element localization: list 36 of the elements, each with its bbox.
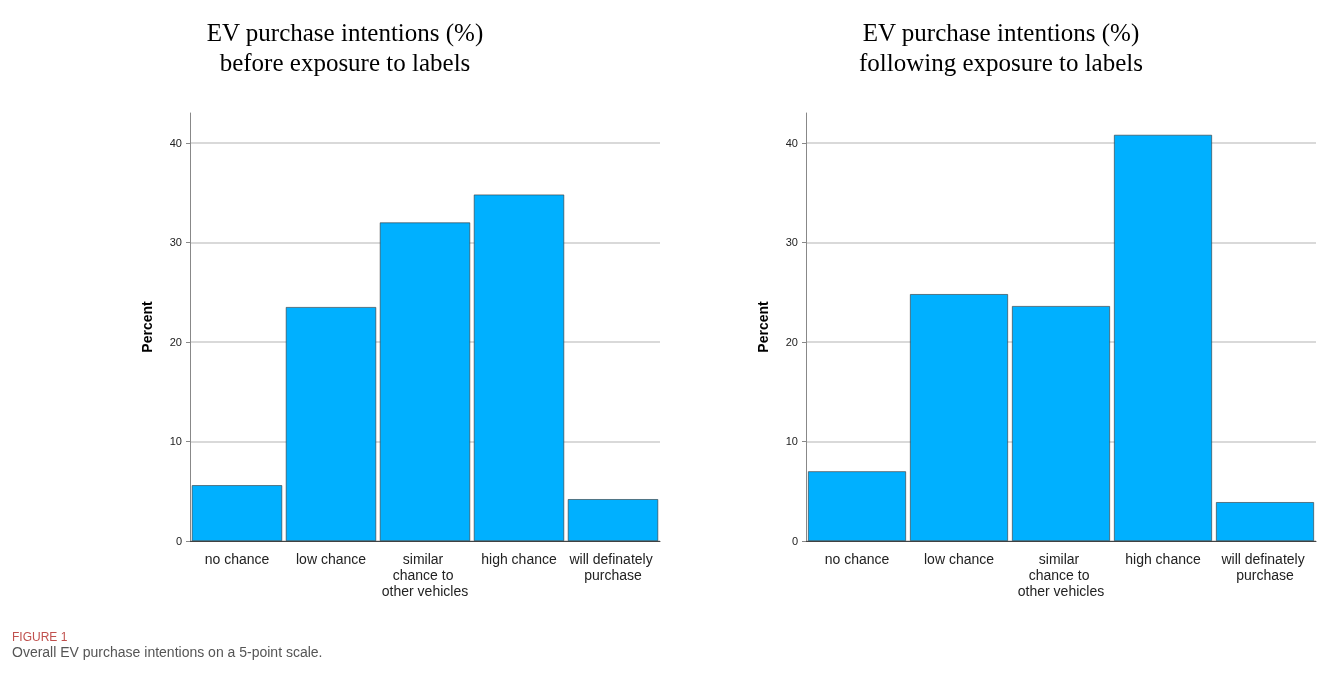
x-tick-label: no chance [204, 551, 270, 567]
text: Overall EV purchase intentions on a 5-point scale. [12, 644, 323, 660]
bar [1216, 502, 1314, 541]
y-tick-label: 20 [169, 335, 182, 348]
y-tick-label: 40 [169, 136, 182, 149]
x-tick-label: low chance [923, 551, 995, 567]
bar [1012, 306, 1110, 541]
x-tick-label: high chance [1125, 551, 1201, 567]
chart-title: EV purchase intentions (%) following exposure to labels [859, 18, 1143, 76]
y-tick-label: 20 [785, 335, 798, 348]
x-tick-label: similar chance to other vehicles [1017, 551, 1105, 599]
x-tick-label: low chance [295, 551, 367, 567]
x-tick-label: no chance [824, 551, 890, 567]
y-axis-title: Percent [755, 300, 771, 353]
bar [379, 222, 471, 541]
caption: FIGURE 1 [12, 630, 69, 644]
y-tick-label: 30 [785, 236, 798, 249]
x-tick-label: will definately purchase [568, 551, 657, 583]
bar [473, 194, 565, 541]
bar [567, 499, 659, 541]
y-tick-label: 30 [169, 236, 182, 249]
bar [1114, 134, 1212, 541]
x-tick-label: high chance [481, 551, 557, 567]
y-tick-label: 10 [785, 435, 798, 448]
bar [808, 471, 906, 541]
y-axis-title: Percent [139, 300, 155, 353]
bar [285, 307, 377, 541]
bar [910, 294, 1008, 541]
bar [191, 485, 283, 541]
y-tick-label: 40 [785, 136, 798, 149]
x-tick-label: similar chance to other vehicles [381, 551, 469, 599]
y-tick-label: 0 [791, 535, 798, 547]
y-tick-label: 0 [175, 535, 182, 547]
chart-title: EV purchase intentions (%) before exposure to labels [206, 18, 484, 76]
x-tick-label: will definately purchase [1220, 551, 1309, 583]
y-tick-label: 10 [169, 435, 182, 448]
